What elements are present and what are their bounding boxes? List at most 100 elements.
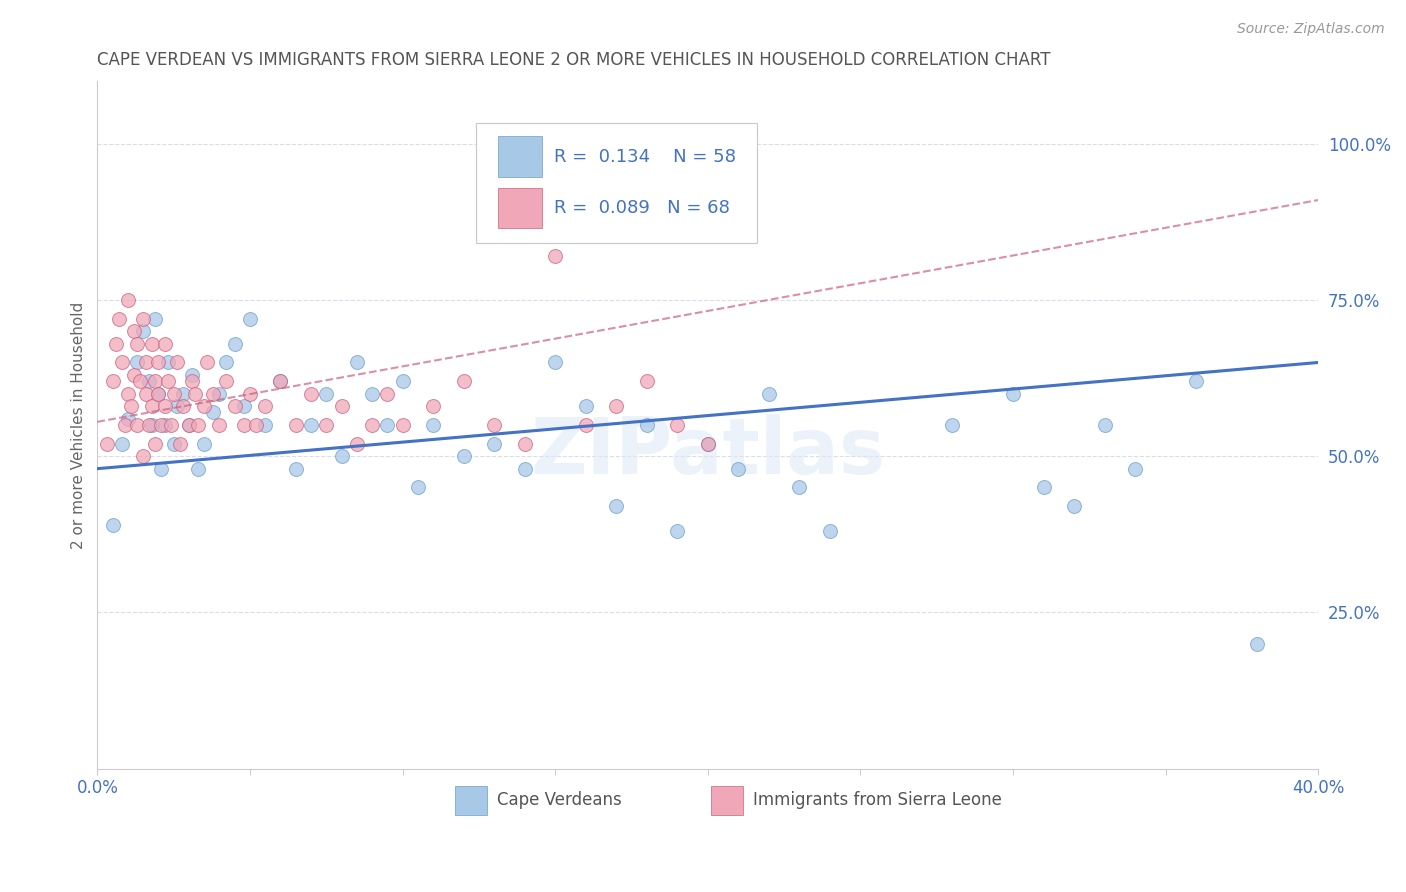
Point [150,461,173,475]
Point [224,336,246,351]
Point [391,417,413,432]
Point [117,386,139,401]
Point [120,399,142,413]
Point [696,436,718,450]
Point [208,417,231,432]
Point [148,386,170,401]
Point [789,480,811,494]
Point [177,417,200,432]
Point [111,355,134,369]
Point [666,524,689,538]
Point [232,417,254,432]
Point [187,461,209,475]
Text: Source: ZipAtlas.com: Source: ZipAtlas.com [1237,22,1385,37]
Text: Cape Verdeans: Cape Verdeans [496,791,621,809]
Point [361,417,384,432]
Point [153,336,176,351]
Point [111,436,134,450]
Text: CAPE VERDEAN VS IMMIGRANTS FROM SIERRA LEONE 2 OR MORE VEHICLES IN HOUSEHOLD COR: CAPE VERDEAN VS IMMIGRANTS FROM SIERRA L… [97,51,1050,69]
Point [163,436,186,450]
Point [361,386,384,401]
Point [214,374,236,388]
Point [143,374,166,388]
Point [727,461,749,475]
Point [391,374,413,388]
Point [153,417,176,432]
Point [202,386,225,401]
Point [1123,461,1146,475]
Point [254,417,277,432]
Point [143,436,166,450]
Point [172,386,194,401]
Point [114,417,136,432]
Point [156,355,179,369]
Point [224,399,246,413]
Point [269,374,291,388]
Point [122,324,145,338]
Point [941,417,963,432]
Text: R =  0.089   N = 68: R = 0.089 N = 68 [554,199,730,217]
Point [513,461,536,475]
Point [636,374,658,388]
Point [375,386,398,401]
Point [482,417,505,432]
Point [150,417,173,432]
Point [1002,386,1025,401]
Point [148,355,170,369]
Point [254,399,277,413]
Point [138,417,160,432]
Point [169,436,191,450]
Point [239,311,262,326]
Point [156,374,179,388]
Point [330,399,353,413]
Point [141,399,163,413]
Point [1063,499,1085,513]
Point [575,399,598,413]
Point [117,293,139,307]
FancyBboxPatch shape [498,188,541,228]
Point [636,417,658,432]
Point [422,399,444,413]
Point [101,374,124,388]
FancyBboxPatch shape [498,136,541,177]
Point [284,417,307,432]
Point [166,355,188,369]
Point [208,386,231,401]
Point [544,249,567,263]
Point [299,417,322,432]
Point [232,399,254,413]
Point [346,436,368,450]
Point [193,399,215,413]
Point [406,480,429,494]
Point [1185,374,1208,388]
Point [315,417,337,432]
FancyBboxPatch shape [475,122,756,243]
Point [195,355,218,369]
Point [181,368,204,382]
Point [132,324,155,338]
Point [696,436,718,450]
Point [284,461,307,475]
Point [605,499,627,513]
Point [422,417,444,432]
Point [269,374,291,388]
Point [107,311,129,326]
Point [153,399,176,413]
Point [166,399,188,413]
Point [141,336,163,351]
Point [239,386,262,401]
Point [193,436,215,450]
Point [132,311,155,326]
Point [375,417,398,432]
Point [346,355,368,369]
Point [125,417,148,432]
Point [758,386,780,401]
Point [143,311,166,326]
Point [299,386,322,401]
Point [135,386,157,401]
Point [214,355,236,369]
Point [453,374,475,388]
FancyBboxPatch shape [711,786,744,814]
Point [544,355,567,369]
Point [159,417,181,432]
